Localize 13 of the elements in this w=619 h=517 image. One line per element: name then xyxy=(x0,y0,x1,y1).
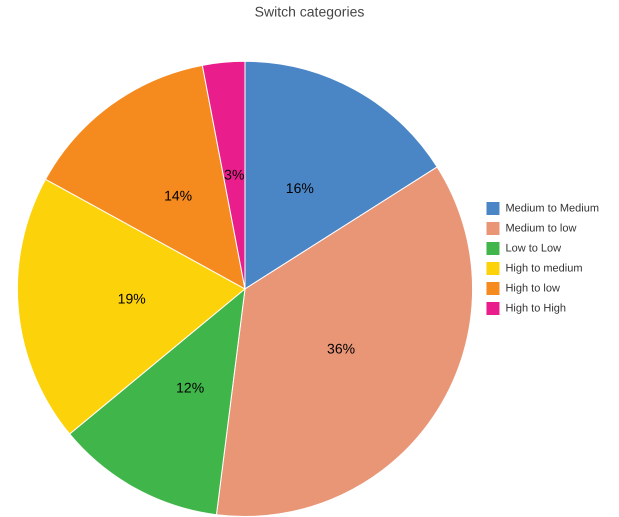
data-label: 12% xyxy=(176,379,204,396)
legend-label: High to High xyxy=(505,302,566,315)
data-label: 3% xyxy=(224,166,244,182)
legend-label: Low to Low xyxy=(505,242,562,255)
chart-title: Switch categories xyxy=(254,3,364,20)
legend-label: High to medium xyxy=(505,262,583,275)
legend-label: High to low xyxy=(505,282,560,295)
data-label: 14% xyxy=(164,188,192,204)
data-label: 36% xyxy=(327,340,356,357)
legend-label: Medium to Medium xyxy=(505,202,600,215)
data-label: 16% xyxy=(286,180,314,196)
data-label: 19% xyxy=(118,290,146,306)
legend-label: Medium to low xyxy=(505,222,576,235)
